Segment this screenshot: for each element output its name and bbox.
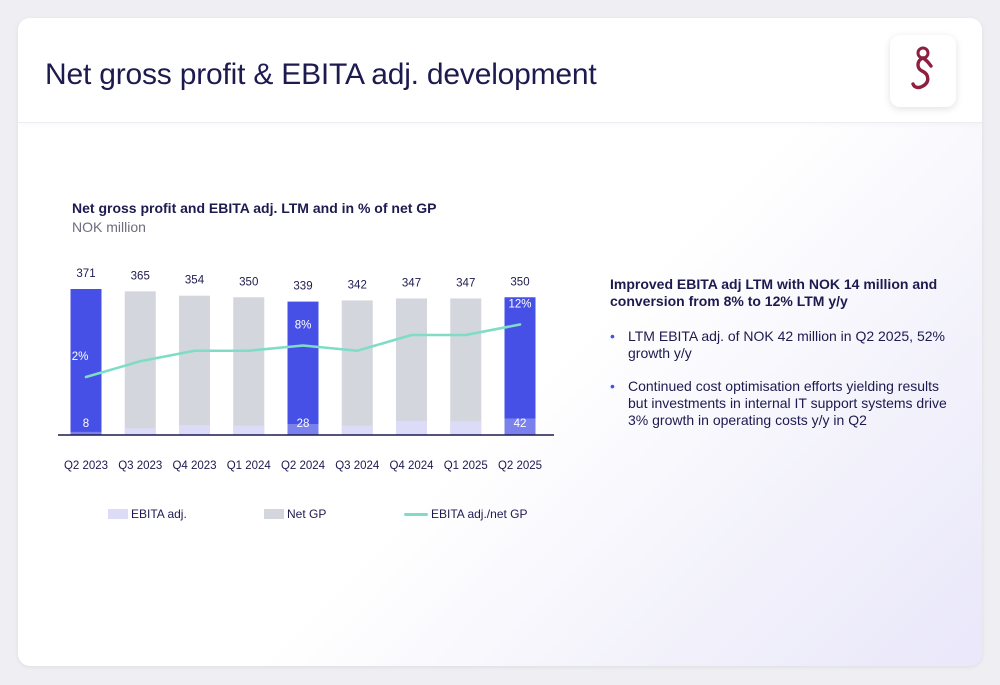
bar-ebita <box>70 431 102 435</box>
ebita-value-label: 42 <box>514 418 527 430</box>
bar-net-gp <box>70 289 102 435</box>
x-tick-label: Q1 2024 <box>227 460 272 472</box>
bar-value-label: 354 <box>185 275 205 287</box>
bar-value-label: 342 <box>348 279 367 291</box>
x-tick-label: Q2 2024 <box>281 460 326 472</box>
commentary-heading: Improved EBITA adj LTM with NOK 14 milli… <box>610 276 938 309</box>
bar-ebita <box>124 428 156 435</box>
bar-value-label: 347 <box>456 277 475 289</box>
commentary-bullet: • LTM EBITA adj. of NOK 42 million in Q2… <box>610 328 960 362</box>
legend-label-ratio: EBITA adj./net GP <box>431 507 528 521</box>
bar-net-gp <box>396 298 427 435</box>
bar-ebita <box>179 425 210 435</box>
ratio-value-label: 8% <box>295 320 312 332</box>
legend-swatch-net-gp <box>264 509 284 519</box>
bar-net-gp <box>179 295 210 435</box>
bar-net-gp <box>287 301 319 435</box>
legend-swatch-ebita <box>108 509 128 519</box>
ebita-value-label: 8 <box>83 418 89 430</box>
bar-net-gp <box>341 300 373 435</box>
legend-label-net-gp: Net GP <box>287 507 327 521</box>
bullet-text: LTM EBITA adj. of NOK 42 million in Q2 2… <box>628 328 945 361</box>
line-ebita-ratio <box>84 323 522 379</box>
bar-ebita <box>341 425 373 435</box>
commentary-bullet: • Continued cost optimisation efforts yi… <box>610 378 960 429</box>
bullet-text: Continued cost optimisation efforts yiel… <box>628 378 947 428</box>
bar-value-label: 339 <box>293 281 312 293</box>
bullet-dot-icon: • <box>610 378 615 394</box>
slide: Net gross profit & EBITA adj. developmen… <box>18 18 982 666</box>
slide-header: Net gross profit & EBITA adj. developmen… <box>18 18 982 123</box>
x-tick-label: Q2 2023 <box>64 460 108 472</box>
legend-label-ebita: EBITA adj. <box>131 507 187 521</box>
bar-ebita <box>233 425 265 435</box>
x-tick-label: Q4 2024 <box>389 460 434 472</box>
x-tick-label: Q2 2025 <box>498 460 542 472</box>
bar-value-label: 350 <box>510 276 529 288</box>
company-logo <box>890 35 956 107</box>
chart-plot-area: 371 Q2 2023 365 Q3 2023 354 Q4 2023 350 Q1 2024… <box>58 268 554 472</box>
bar-value-label: 347 <box>402 277 421 289</box>
bar-value-label: 365 <box>131 270 150 282</box>
x-tick-label: Q4 2023 <box>172 460 216 472</box>
bullet-dot-icon: • <box>610 328 615 344</box>
bar-net-gp <box>504 297 536 435</box>
x-tick-label: Q1 2025 <box>444 460 488 472</box>
bar-value-label: 371 <box>76 268 95 280</box>
bar-value-label: 350 <box>239 276 258 288</box>
company-logo-icon <box>911 46 933 90</box>
legend-item-ratio: EBITA adj./net GP <box>404 506 528 522</box>
commentary-bullets: • LTM EBITA adj. of NOK 42 million in Q2… <box>610 328 960 445</box>
x-tick-label: Q3 2024 <box>335 460 380 472</box>
bar-net-gp <box>450 298 482 435</box>
bar-net-gp <box>233 297 265 435</box>
ratio-value-label: 2% <box>72 351 89 363</box>
legend-swatch-ratio <box>404 512 428 516</box>
bar-ebita <box>450 421 482 435</box>
legend-item-net-gp: Net GP <box>264 506 326 522</box>
bar-ebita <box>287 423 319 435</box>
bar-ebita <box>504 418 536 435</box>
ratio-value-label: 12% <box>508 299 531 311</box>
x-tick-label: Q3 2023 <box>118 460 162 472</box>
page-title: Net gross profit & EBITA adj. developmen… <box>45 58 597 91</box>
chart-subtitle: NOK million <box>72 219 146 235</box>
chart-title: Net gross profit and EBITA adj. LTM and … <box>72 200 437 216</box>
ebita-value-label: 28 <box>297 418 310 430</box>
legend-item-ebita: EBITA adj. <box>108 506 187 522</box>
bar-ebita <box>396 420 427 435</box>
